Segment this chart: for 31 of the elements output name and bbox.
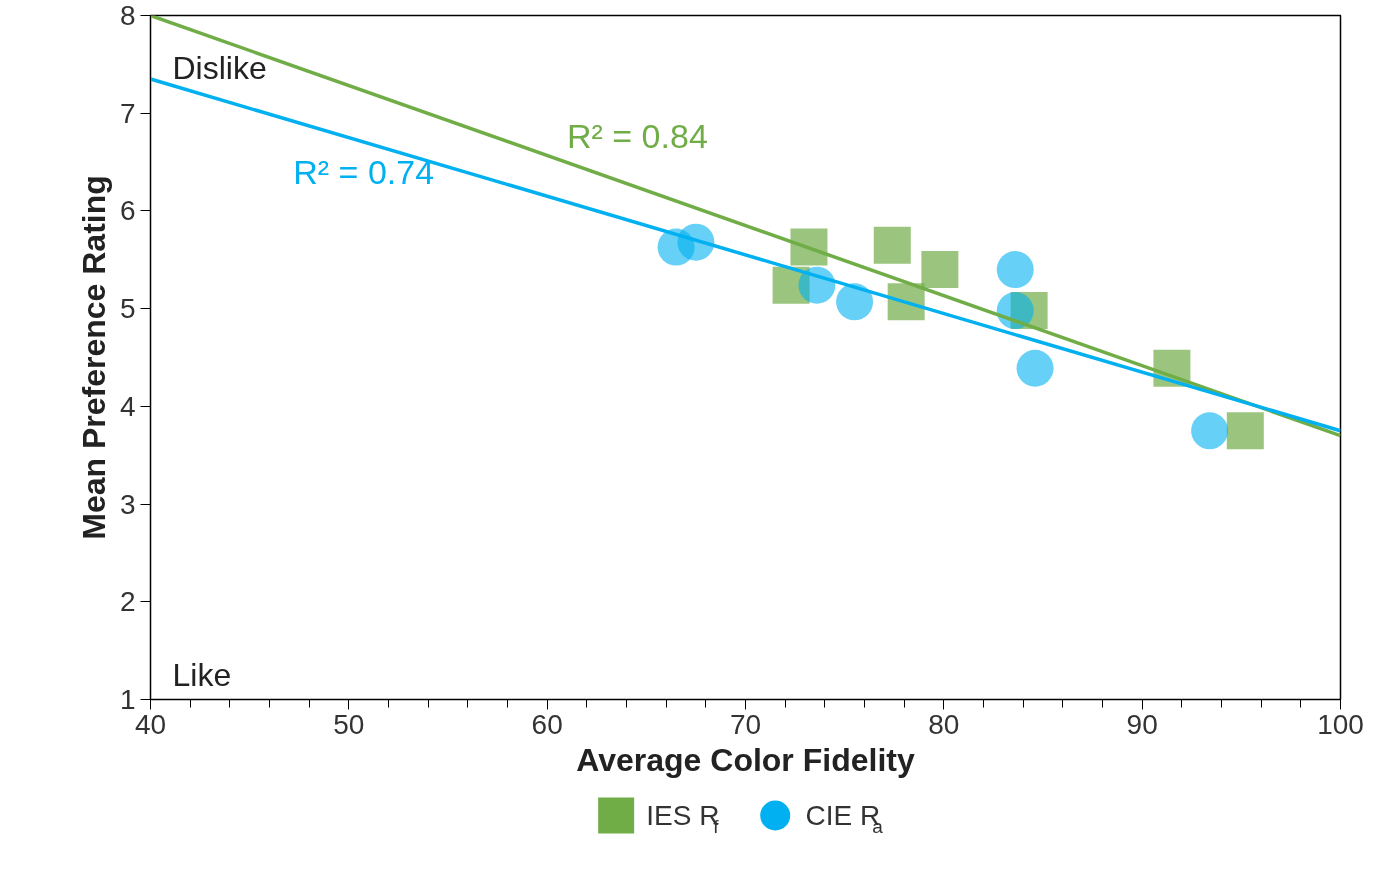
point — [873, 226, 911, 264]
x-tick-label: 60 — [531, 708, 563, 740]
point — [996, 251, 1034, 289]
series-label: R² = 0.84 — [567, 116, 708, 155]
y-tick-label: 1 — [119, 684, 136, 715]
y-tick-label: 8 — [119, 0, 136, 31]
point — [836, 283, 874, 321]
annotation: Dislike — [172, 49, 267, 86]
series-label: R² = 0.74 — [293, 153, 435, 192]
y-axis-title: Mean Preference Rating — [75, 175, 112, 540]
x-tick-label: 40 — [134, 708, 167, 740]
y-tick-label: 7 — [119, 97, 136, 129]
point — [1010, 292, 1048, 330]
x-tick-label: 50 — [333, 708, 365, 740]
point — [1016, 349, 1054, 387]
y-tick-label: 2 — [119, 586, 136, 618]
x-tick-label: 90 — [1126, 708, 1158, 740]
point — [772, 266, 810, 304]
y-tick-label: 4 — [119, 390, 136, 422]
x-tick-label: 100 — [1317, 708, 1364, 740]
y-tick-label: 5 — [119, 293, 136, 325]
y-tick-label: 6 — [119, 195, 136, 227]
point — [921, 251, 959, 289]
point — [1226, 412, 1264, 450]
y-tick-label: 3 — [119, 488, 136, 520]
x-tick-label: 70 — [729, 708, 762, 740]
annotation: Like — [172, 656, 232, 693]
point — [1191, 412, 1229, 450]
x-tick-label: 80 — [928, 708, 960, 740]
x-axis-title: Average Color Fidelity — [576, 741, 915, 778]
point — [790, 228, 828, 266]
